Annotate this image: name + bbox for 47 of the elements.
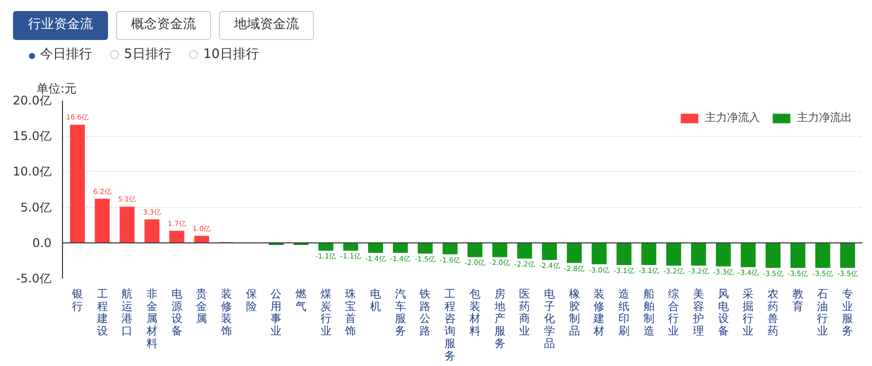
x-tick-label: 风电设备 (718, 288, 729, 338)
x-tick-label: 电机 (370, 288, 382, 313)
text: 5日排行 (123, 46, 172, 62)
y-tick-label: 10.0亿 (12, 164, 52, 179)
text: 今日排行 (39, 46, 92, 62)
text: 10日排行 (202, 46, 259, 62)
x-tick-label: 电子化学品 (544, 288, 555, 350)
x-tick-label: 贵金属 (196, 288, 208, 326)
y-tick-label: 15.0亿 (12, 129, 52, 144)
text: 概念资金流 (116, 11, 211, 40)
x-tick-label: 包装材料 (468, 288, 480, 338)
x-tick-label: 航运港口 (122, 288, 133, 338)
x-tick-label: 珠宝首饰 (344, 288, 356, 338)
x-tick-label: 医药商业 (519, 288, 530, 338)
x-tick-label: 非金属材料 (145, 288, 158, 350)
x-tick-label: 橡胶制品 (568, 288, 580, 338)
x-tick-label: 采掘行业 (742, 288, 754, 338)
x-tick-label: 农药兽药 (768, 288, 779, 338)
legend-label: 主力净流入 (705, 110, 760, 125)
x-tick-label: 保险 (246, 288, 257, 313)
y-tick-label: -5.0亿 (16, 272, 52, 286)
x-tick-label: 装修建材 (592, 288, 605, 338)
x-tick-label: 汽车服务 (394, 288, 406, 338)
x-tick-label: 综合行业 (668, 288, 680, 338)
x-tick-label: 教育 (792, 288, 804, 313)
x-tick-label: 房地产服务 (493, 288, 506, 350)
x-tick-label: 造纸印刷 (618, 288, 630, 338)
x-tick-label: 装修装饰 (220, 288, 232, 338)
x-tick-label: 船舶制造 (643, 288, 654, 338)
y-axis-title: 单位:元 (36, 82, 77, 96)
x-tick-label: 燃气 (296, 288, 307, 313)
y-tick-label: 5.0亿 (20, 200, 52, 214)
x-tick-label: 电源设备 (171, 288, 182, 338)
x-tick-label: 铁路公路 (418, 288, 431, 338)
y-tick-label: 0.0 (32, 236, 52, 250)
x-tick-label: 公用事业 (270, 288, 282, 338)
x-tick-label: 专业服务 (842, 288, 854, 338)
x-tick-label: 石油行业 (817, 288, 828, 338)
x-tick-label: 美容护理 (692, 288, 704, 338)
x-tick-label: 工程建设 (96, 288, 108, 338)
x-tick-label: 银行 (70, 288, 83, 313)
y-tick-label: 20.0亿 (12, 94, 52, 108)
text: 地域资金流 (219, 11, 314, 40)
legend-label: 主力净流出 (797, 110, 852, 125)
x-tick-label: 煤炭行业 (320, 288, 332, 338)
text: 行业资金流 (13, 11, 108, 40)
x-tick-label: 工程咨询服务 (444, 288, 456, 362)
